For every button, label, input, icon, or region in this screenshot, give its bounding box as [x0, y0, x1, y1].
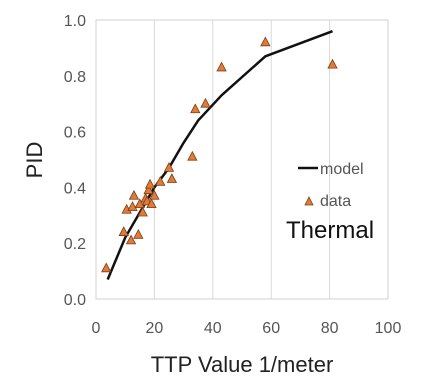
y-tick-label: 0.0 — [64, 292, 86, 309]
y-axis-title: PID — [22, 142, 47, 179]
legend-data-label: data — [320, 193, 351, 210]
data-point — [327, 58, 338, 69]
x-axis-ticks: 0 20 40 60 80 100 — [92, 320, 402, 337]
data-point — [149, 189, 160, 200]
y-tick-label: 0.4 — [64, 180, 86, 197]
data-point — [128, 189, 140, 200]
data-point — [146, 198, 157, 209]
grid — [153, 20, 331, 299]
x-tick-label: 20 — [146, 320, 164, 337]
y-tick-label: 0.6 — [64, 125, 86, 142]
model-line — [106, 29, 333, 280]
x-tick-label: 60 — [262, 320, 280, 337]
data-point — [190, 103, 201, 114]
data-point — [144, 178, 156, 189]
data-points — [101, 36, 338, 273]
data-point — [143, 184, 154, 195]
y-tick-label: 1.0 — [64, 13, 86, 30]
data-point — [101, 262, 112, 273]
data-point — [155, 175, 166, 186]
plot-border — [95, 19, 389, 300]
x-axis-title: TTP Value 1/meter — [151, 352, 334, 377]
data-point — [137, 206, 148, 217]
data-point — [118, 226, 129, 236]
legend-data-swatch — [304, 196, 314, 206]
y-axis-ticks: 0.0 0.2 0.4 0.6 0.8 1.0 — [64, 13, 86, 309]
chart-annotation: Thermal — [286, 217, 374, 244]
data-point — [166, 173, 178, 183]
legend-model-label: model — [320, 161, 364, 178]
data-point — [260, 36, 271, 47]
y-tick-label: 0.2 — [64, 236, 86, 253]
legend: model data — [298, 161, 364, 210]
data-point — [216, 61, 227, 72]
y-tick-label: 0.8 — [64, 69, 86, 86]
data-point — [125, 234, 137, 245]
data-point — [163, 162, 175, 172]
x-tick-label: 100 — [375, 320, 402, 337]
x-tick-label: 80 — [321, 320, 339, 337]
data-point — [127, 201, 138, 211]
x-tick-label: 0 — [92, 320, 101, 337]
x-tick-label: 40 — [204, 320, 222, 337]
data-point — [187, 150, 198, 161]
data-point — [134, 198, 145, 209]
data-point — [200, 97, 211, 108]
data-point — [133, 228, 144, 239]
